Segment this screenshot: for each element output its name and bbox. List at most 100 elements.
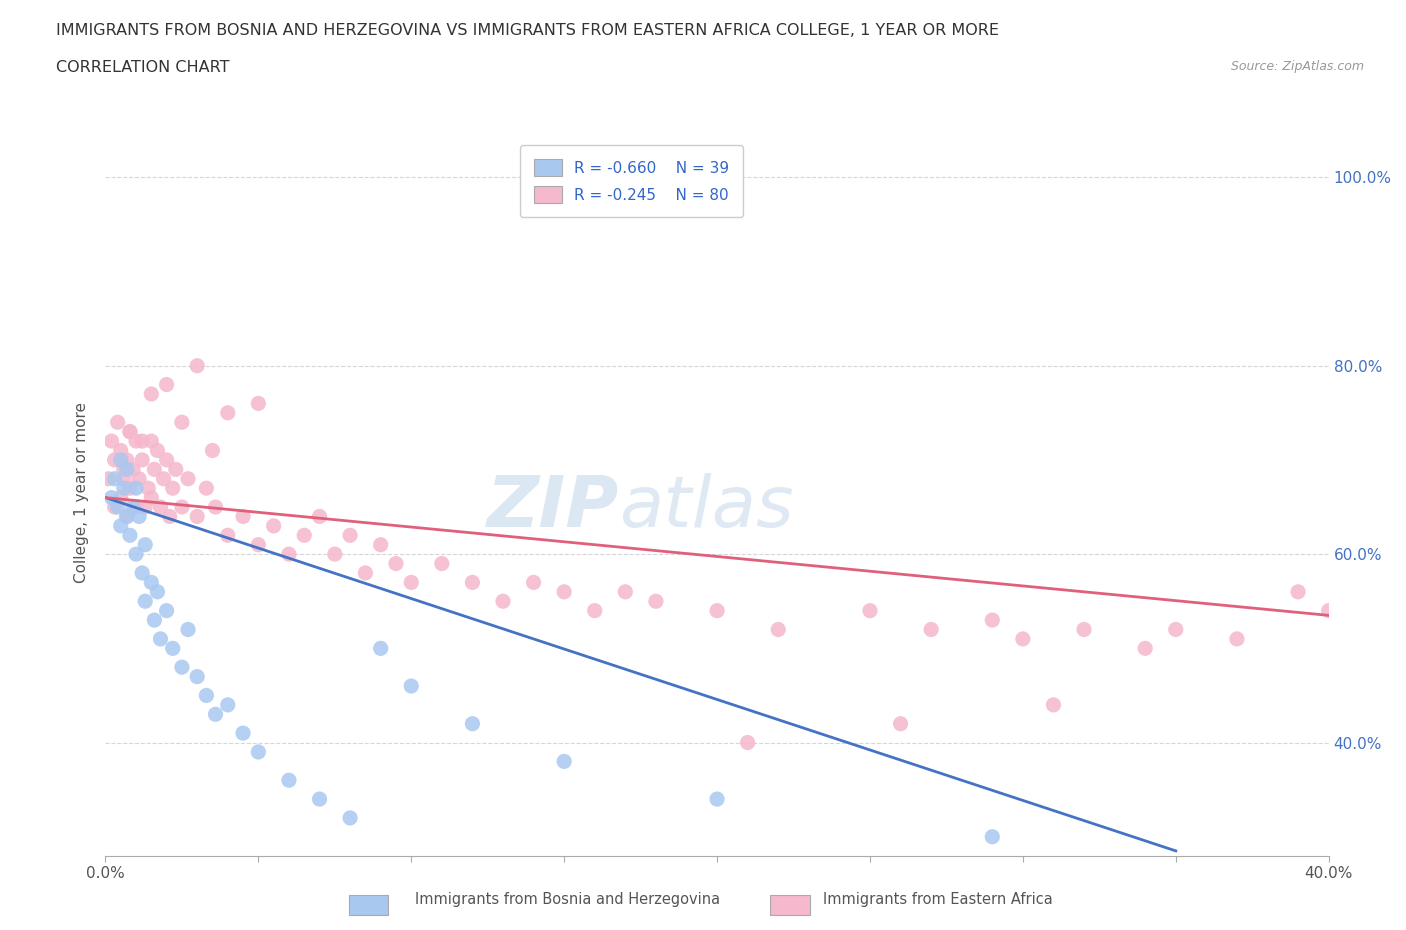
Point [104, 472, 127, 486]
Point [461, 716, 484, 731]
Point [232, 509, 254, 524]
Point [149, 499, 172, 514]
Legend: R = -0.660    N = 39, R = -0.245    N = 80: R = -0.660 N = 39, R = -0.245 N = 80 [520, 145, 742, 217]
Point [263, 518, 285, 533]
Point [523, 575, 546, 590]
Point [131, 565, 153, 580]
Text: CORRELATION CHART: CORRELATION CHART [56, 60, 229, 75]
Text: IMMIGRANTS FROM BOSNIA AND HERZEGOVINA VS IMMIGRANTS FROM EASTERN AFRICA COLLEGE: IMMIGRANTS FROM BOSNIA AND HERZEGOVINA V… [56, 23, 1000, 38]
Point [385, 556, 408, 571]
Point [107, 415, 129, 430]
Point [141, 490, 163, 505]
Point [186, 509, 208, 524]
Text: Immigrants from Bosnia and Herzegovina: Immigrants from Bosnia and Herzegovina [415, 892, 720, 907]
Point [146, 443, 169, 458]
Point [118, 424, 141, 439]
Point [107, 499, 129, 514]
Point [461, 575, 484, 590]
Point [104, 499, 127, 514]
Point [247, 538, 270, 552]
Point [152, 472, 174, 486]
Point [143, 462, 166, 477]
Point [162, 641, 184, 656]
Point [141, 387, 163, 402]
Point [122, 462, 145, 477]
Point [131, 433, 153, 448]
Point [492, 593, 515, 608]
Point [614, 584, 637, 599]
Point [1133, 641, 1156, 656]
Point [370, 538, 392, 552]
Point [768, 622, 790, 637]
Point [115, 462, 138, 477]
Point [104, 453, 127, 468]
Point [1164, 622, 1187, 637]
Point [170, 659, 193, 674]
Point [1317, 604, 1340, 618]
Point [134, 593, 156, 608]
Point [143, 613, 166, 628]
Point [278, 773, 301, 788]
Point [583, 604, 606, 618]
Point [118, 481, 141, 496]
Point [134, 499, 156, 514]
Point [981, 613, 1004, 628]
Point [112, 472, 135, 486]
Point [110, 518, 132, 533]
Point [339, 810, 361, 825]
Point [110, 443, 132, 458]
Point [110, 490, 132, 505]
Point [165, 462, 187, 477]
Point [232, 725, 254, 740]
Point [737, 735, 759, 750]
Point [308, 509, 330, 524]
Point [128, 509, 150, 524]
Point [217, 528, 239, 543]
Point [1042, 698, 1064, 712]
Point [195, 688, 218, 703]
Point [186, 358, 208, 373]
Point [141, 575, 163, 590]
Point [125, 499, 148, 514]
Point [125, 433, 148, 448]
Point [278, 547, 301, 562]
Point [370, 641, 392, 656]
Point [155, 453, 177, 468]
Point [122, 499, 145, 514]
Text: ZIP: ZIP [486, 473, 619, 542]
Point [553, 584, 575, 599]
Point [920, 622, 942, 637]
Point [155, 604, 177, 618]
Point [339, 528, 361, 543]
Point [706, 604, 728, 618]
Point [118, 528, 141, 543]
Point [146, 584, 169, 599]
Point [430, 556, 453, 571]
Point [308, 791, 330, 806]
Point [204, 499, 226, 514]
Point [100, 433, 122, 448]
Point [889, 716, 911, 731]
Point [247, 396, 270, 411]
Point [201, 443, 224, 458]
Point [125, 547, 148, 562]
Point [115, 509, 138, 524]
Point [859, 604, 882, 618]
Point [186, 670, 208, 684]
Text: Immigrants from Eastern Africa: Immigrants from Eastern Africa [823, 892, 1052, 907]
Point [118, 424, 141, 439]
Point [97, 472, 120, 486]
Point [1011, 631, 1033, 646]
Point [141, 433, 163, 448]
Point [217, 698, 239, 712]
Point [217, 405, 239, 420]
Point [1073, 622, 1095, 637]
Point [162, 481, 184, 496]
Point [1226, 631, 1249, 646]
Point [112, 462, 135, 477]
Point [155, 378, 177, 392]
Point [401, 575, 423, 590]
Point [170, 499, 193, 514]
Text: Source: ZipAtlas.com: Source: ZipAtlas.com [1230, 60, 1364, 73]
Point [136, 481, 159, 496]
